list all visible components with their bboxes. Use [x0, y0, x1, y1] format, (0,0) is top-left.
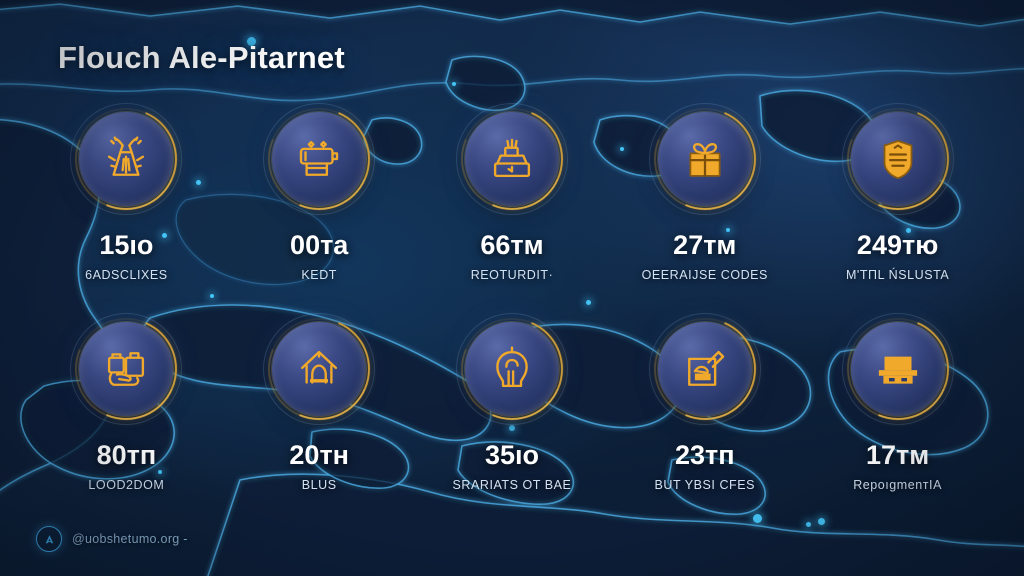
- stat-label: BLUS: [301, 478, 337, 492]
- stat-item[interactable]: 20тн BLUS: [223, 313, 416, 532]
- gift-icon: [689, 143, 721, 177]
- stat-item[interactable]: 17тм RepoıgmenтIA: [801, 313, 994, 532]
- hand-package-icon: [108, 352, 145, 386]
- stat-value: 20тн: [289, 440, 349, 470]
- stat-badge[interactable]: [263, 103, 376, 215]
- toolbox-icon: [687, 350, 724, 386]
- stat-badge[interactable]: [841, 313, 954, 425]
- stat-item[interactable]: 80тп LOOD2DOM: [30, 313, 223, 532]
- bench-icon: [878, 356, 917, 384]
- stat-label: 6ADSCLIXES: [85, 268, 168, 282]
- stat-label: M'TΠL ŃSLUSTA: [845, 268, 950, 282]
- stat-badge[interactable]: [263, 313, 376, 425]
- stat-label: REOTURDIT·: [470, 268, 554, 282]
- stats-grid: 15ıo 6ADSCLIXES 00та KEDT: [30, 103, 994, 532]
- volcano-icon: [108, 136, 145, 176]
- stat-value: 00та: [290, 230, 349, 260]
- stat-badge[interactable]: [841, 103, 954, 215]
- stat-label: KEDT: [301, 268, 337, 282]
- stat-item[interactable]: 15ıo 6ADSCLIXES: [30, 103, 223, 322]
- boat-icon: [493, 138, 531, 178]
- stat-value: 80тп: [96, 440, 157, 470]
- stat-item[interactable]: 66тм REOTURDIT·: [416, 103, 609, 322]
- page-title: Flouch Ale-Pitarnet: [58, 40, 345, 75]
- stat-value: 66тм: [480, 230, 544, 260]
- footer-attribution: @uobshetumo.org -: [36, 526, 188, 552]
- stat-item[interactable]: 23тп BUT YBSI CFES: [608, 313, 801, 532]
- stat-label: RepoıgmenтIA: [853, 478, 942, 492]
- house-icon: [301, 350, 338, 384]
- stat-label: OEERAIJSE CODES: [641, 268, 768, 282]
- stat-item[interactable]: 35ıo SRARIATS OT BAE: [416, 313, 609, 532]
- stat-badge[interactable]: [455, 103, 568, 215]
- footer-text: @uobshetumo.org -: [72, 532, 188, 546]
- stat-badge[interactable]: [648, 313, 761, 425]
- stat-label: LOOD2DOM: [88, 478, 165, 492]
- stat-item[interactable]: 249тю M'TΠL ŃSLUSTA: [801, 103, 994, 322]
- stat-badge[interactable]: [455, 313, 568, 425]
- stat-value: 23тп: [675, 440, 735, 470]
- stat-label: BUT YBSI CFES: [654, 478, 756, 492]
- stat-value: 35ıo: [484, 440, 539, 470]
- stat-value: 249тю: [856, 230, 939, 260]
- stat-item[interactable]: 00та KEDT: [223, 103, 416, 322]
- shield-badge-icon: [883, 140, 912, 180]
- stat-value: 17тм: [865, 440, 930, 470]
- a-mark-logo-icon: [36, 526, 62, 552]
- stat-label: SRARIATS OT BAE: [452, 478, 572, 492]
- stat-value: 15ıo: [99, 230, 154, 260]
- stat-badge[interactable]: [70, 103, 183, 215]
- battery-icon: [300, 140, 339, 176]
- stat-item[interactable]: 27тм OEERAIJSE CODES: [608, 103, 801, 322]
- stat-badge[interactable]: [70, 313, 183, 425]
- lightbulb-icon: [496, 346, 528, 388]
- stat-value: 27тм: [673, 230, 737, 260]
- stat-badge[interactable]: [648, 103, 761, 215]
